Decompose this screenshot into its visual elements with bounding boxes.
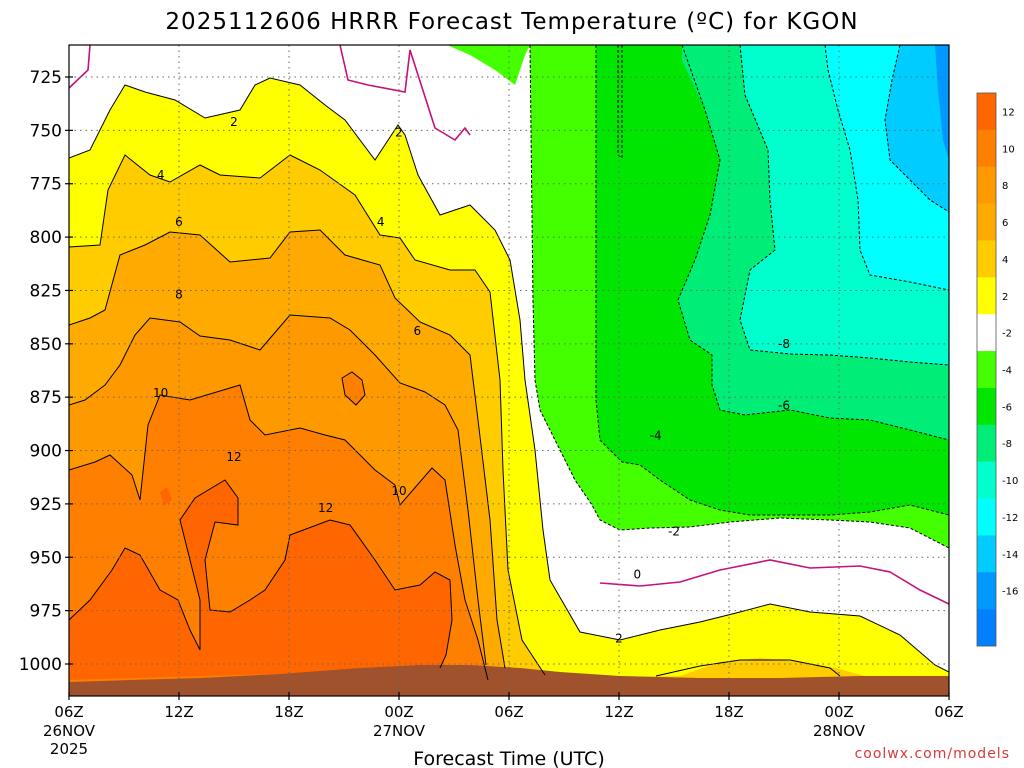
gridlines	[69, 45, 949, 696]
y-tick-label: 825	[30, 281, 62, 301]
colorbar-swatch	[977, 93, 996, 131]
contour-label: 12	[318, 501, 333, 515]
colorbar-frame	[976, 92, 997, 647]
colorbar-label: -14	[1002, 550, 1018, 561]
x-tick-label: 12Z	[164, 703, 193, 721]
y-tick-label: 950	[30, 548, 62, 568]
colorbar-label: 12	[1002, 107, 1015, 118]
x-tick-label: 06Z	[934, 703, 963, 721]
colorbar-swatch	[977, 535, 996, 573]
x-tick-label: 00Z	[824, 703, 853, 721]
contour-label: 6	[175, 215, 183, 229]
colorbar-label: -2	[1002, 329, 1012, 340]
y-tick-label: 725	[30, 68, 62, 88]
colorbar-label: -10	[1002, 476, 1018, 487]
colorbar-swatch	[977, 240, 996, 278]
colorbar-label: -12	[1002, 513, 1018, 524]
x-tick-label: 12Z	[604, 703, 633, 721]
colorbar-label: 8	[1002, 181, 1008, 192]
x-tick-label: 06Z	[494, 703, 523, 721]
colorbar-label: -8	[1002, 439, 1012, 450]
contour-label: 2	[615, 631, 623, 645]
colorbar-swatch	[977, 424, 996, 462]
credit-text: coolwx.com/models	[855, 746, 1010, 762]
colorbar-swatch	[977, 277, 996, 315]
colorbar-swatch	[977, 609, 996, 647]
y-tick-label: 900	[30, 442, 62, 462]
y-tick-label: 775	[30, 175, 62, 195]
colorbar-swatch	[977, 314, 996, 352]
contour-fill-12plus-b	[160, 487, 172, 506]
colorbar-swatch	[977, 572, 996, 610]
contour-label: 2	[230, 115, 238, 129]
contour-labels: 2 2 4 4 6 6 8 10 10 12 12 -4 -2 0 2 -8 -6	[153, 115, 790, 646]
colorbar-swatch	[977, 498, 996, 536]
chart-title: 2025112606 HRRR Forecast Temperature (ºC…	[165, 9, 858, 35]
colorbar-label: -6	[1002, 402, 1012, 413]
zero-degree-line	[69, 45, 949, 605]
colorbar-label: -16	[1002, 587, 1018, 598]
contour-label: -4	[650, 429, 662, 443]
contour-label: 10	[153, 386, 168, 400]
negative-contour-lines	[529, 45, 949, 549]
x-tick-date-label: 27NOV	[373, 722, 426, 740]
x-axis-label: Forecast Time (UTC)	[413, 748, 604, 768]
y-tick-label: 875	[30, 388, 62, 408]
x-tick-label: 18Z	[714, 703, 743, 721]
y-tick-label: 975	[30, 602, 62, 622]
contour-label: 10	[391, 484, 406, 498]
contour-fill-island	[342, 372, 365, 405]
x-tick-date-label: 26NOV	[43, 722, 96, 740]
y-tick-label: 850	[30, 335, 62, 355]
y-tick-label: 800	[30, 228, 62, 248]
contour-label: -2	[668, 525, 680, 539]
colorbar-swatch	[977, 129, 996, 168]
contour-label: -8	[778, 337, 790, 351]
colorbar-swatch	[977, 387, 996, 426]
contour-fill-m16	[935, 45, 949, 160]
colorbar-label: 10	[1002, 144, 1015, 155]
y-axis: 725 750 775 800 825 850 875 900 925 950 975 1000	[19, 68, 73, 675]
colorbar: 12 10 8 6 4 2 -2 -4 -6 -8 -10 -12 -14 -16	[976, 92, 1018, 647]
x-tick-year-label: 2025	[50, 740, 88, 758]
colorbar-swatch	[977, 461, 996, 499]
x-tick-label: 18Z	[274, 703, 303, 721]
x-tick-date-label: 28NOV	[813, 722, 866, 740]
contour-label: 0	[634, 567, 642, 581]
x-tick-label: 00Z	[384, 703, 413, 721]
colorbar-label: -4	[1002, 366, 1012, 377]
x-tick-label: 06Z	[54, 703, 83, 721]
contour-label: 6	[414, 324, 422, 338]
y-tick-label: 1000	[19, 655, 62, 675]
contour-fill-m14	[885, 45, 949, 212]
colorbar-swatch	[977, 351, 996, 389]
contour-label: 4	[157, 168, 165, 182]
y-tick-label: 750	[30, 121, 62, 141]
colorbar-label: 6	[1002, 218, 1008, 229]
contour-lines	[69, 77, 949, 681]
contour-label: 8	[175, 288, 183, 302]
contour-label: 2	[395, 125, 403, 139]
colorbar-swatch	[977, 203, 996, 241]
contour-label: 12	[226, 450, 241, 464]
colorbar-label: 2	[1002, 292, 1008, 303]
contour-label: 4	[377, 215, 385, 229]
colorbar-swatch	[977, 166, 996, 204]
ground-fill	[69, 665, 949, 696]
colorbar-label: 4	[1002, 255, 1008, 266]
contour-fill-12plus-a	[69, 480, 480, 680]
y-tick-label: 925	[30, 495, 62, 515]
contour-label: -6	[778, 399, 790, 413]
